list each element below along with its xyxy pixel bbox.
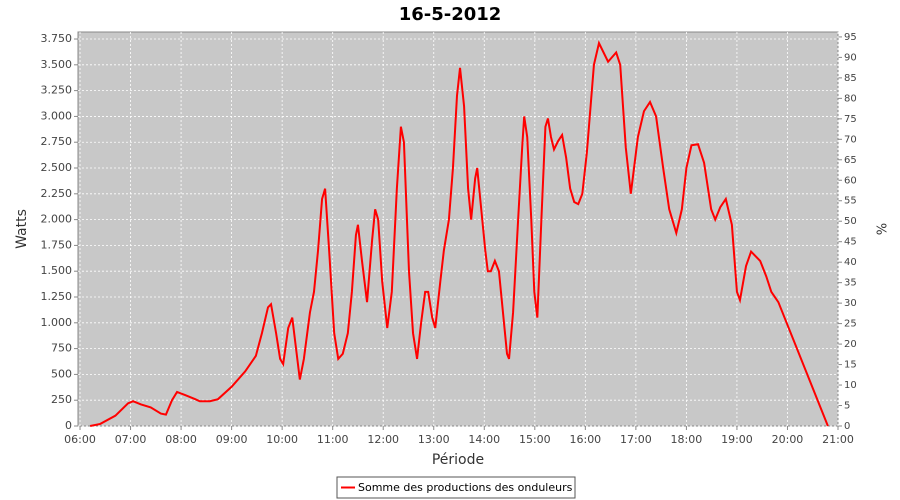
x-tick-label: 13:00 xyxy=(418,433,450,446)
y2-tick-label: 60 xyxy=(844,175,857,186)
y2-tick-label: 65 xyxy=(844,155,857,166)
y2-tick-label: 30 xyxy=(844,298,857,309)
y2-tick-label: 5 xyxy=(844,401,850,412)
series-line xyxy=(89,40,829,427)
y2-tick-label: 0 xyxy=(844,421,850,432)
x-tick-label: 18:00 xyxy=(671,433,703,446)
y-tick-label: 2.500 xyxy=(41,161,73,174)
y2-axis-label: % xyxy=(873,223,888,235)
x-tick-label: 21:00 xyxy=(822,433,854,446)
y-tick-label: 2.000 xyxy=(41,213,73,226)
x-tick-label: 15:00 xyxy=(519,433,551,446)
plot-area xyxy=(77,31,839,427)
y-tick-label: 3.000 xyxy=(41,109,73,122)
y2-tick-label: 40 xyxy=(844,257,857,268)
y2-tick-label: 15 xyxy=(844,360,857,371)
x-tick-label: 08:00 xyxy=(165,433,197,446)
x-tick-label: 12:00 xyxy=(367,433,399,446)
y-tick-label: 2.750 xyxy=(41,135,73,148)
legend-label: Somme des productions des onduleurs xyxy=(358,481,573,494)
y-tick-label: 2.250 xyxy=(41,187,73,200)
y-tick-label: 3.500 xyxy=(41,58,73,71)
y2-tick-label: 80 xyxy=(844,93,857,104)
x-tick-label: 19:00 xyxy=(721,433,753,446)
x-tick-label: 17:00 xyxy=(620,433,652,446)
y2-tick-label: 90 xyxy=(844,52,857,63)
x-axis-label: Période xyxy=(432,452,484,468)
y-tick-label: 0 xyxy=(65,419,72,432)
x-tick-label: 10:00 xyxy=(266,433,298,446)
x-tick-label: 09:00 xyxy=(216,433,248,446)
y2-tick-label: 35 xyxy=(844,278,857,289)
y-axis-label: Watts xyxy=(14,209,30,249)
x-tick-label: 06:00 xyxy=(64,433,96,446)
y-tick-label: 3.750 xyxy=(41,32,73,45)
y2-tick-label: 50 xyxy=(844,216,857,227)
y-tick-label: 1.000 xyxy=(41,316,73,329)
y-tick-label: 750 xyxy=(51,342,72,355)
x-tick-label: 14:00 xyxy=(468,433,500,446)
y2-tick-label: 55 xyxy=(844,196,857,207)
legend-box xyxy=(336,476,576,499)
y2-tick-label: 95 xyxy=(844,32,857,43)
y2-tick-label: 70 xyxy=(844,134,857,145)
y-tick-label: 500 xyxy=(51,367,72,380)
y2-tick-label: 85 xyxy=(844,73,857,84)
y-tick-label: 3.250 xyxy=(41,84,73,97)
x-tick-label: 20:00 xyxy=(772,433,804,446)
chart-title: 16-5-2012 xyxy=(399,4,502,25)
y-tick-label: 250 xyxy=(51,393,72,406)
y2-tick-label: 45 xyxy=(844,237,857,248)
y2-tick-label: 10 xyxy=(844,380,857,391)
x-tick-label: 11:00 xyxy=(317,433,349,446)
y-tick-label: 1.500 xyxy=(41,264,73,277)
x-tick-label: 16:00 xyxy=(569,433,601,446)
y2-tick-label: 75 xyxy=(844,114,857,125)
y-tick-label: 1.250 xyxy=(41,290,73,303)
y-tick-label: 1.750 xyxy=(41,238,73,251)
y2-tick-label: 25 xyxy=(844,319,857,330)
y2-tick-label: 20 xyxy=(844,339,857,350)
x-tick-label: 07:00 xyxy=(115,433,147,446)
